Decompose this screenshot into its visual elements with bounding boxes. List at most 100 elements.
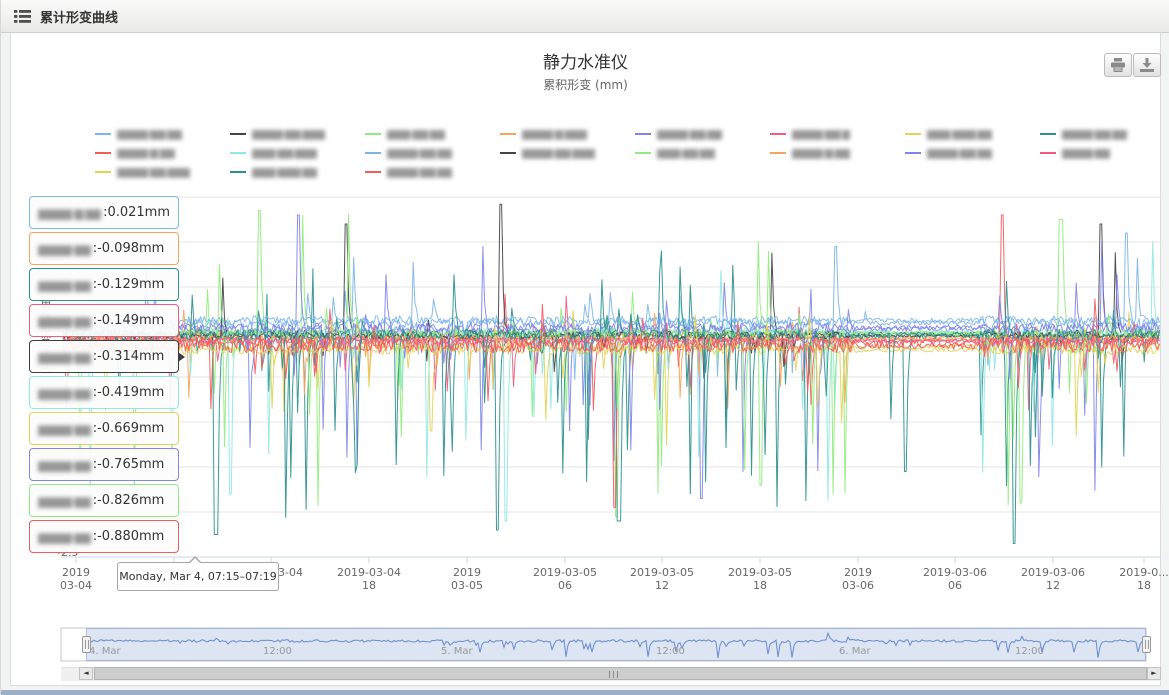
app-window: 累计形变曲线 静力水准仪 累积形变 (mm) ▆▆▆▆-▆▆ ▆▆▆▆▆▆-▆▆… [0, 0, 1169, 695]
legend-item[interactable]: ▆▆▆▆-▆ ▆▆ [770, 143, 905, 162]
x-axis-tick-label: 2019-03-0612 [1005, 566, 1101, 592]
download-chart-button[interactable] [1133, 53, 1161, 77]
legend-item[interactable]: ▆▆▆▆-▆▆ ▆▆▆ [230, 124, 365, 143]
x-axis-tick-label: 2019-03-0506 [517, 566, 613, 592]
legend-item[interactable]: ▆▆▆▆-▆▆ ▆▆ [1040, 124, 1169, 143]
legend-item[interactable]: ▆▆▆▆-▆▆ ▆▆ [365, 143, 500, 162]
printer-icon [1110, 58, 1126, 72]
tooltip-series-name-redacted: ▆▆▆▆-▆▆ [38, 314, 91, 328]
navigator-selected-range[interactable] [86, 628, 1146, 661]
legend-label-redacted: ▆▆▆▆-▆▆ ▆▆ [657, 127, 722, 140]
tooltip-date-box: Monday, Mar 4, 07:15–07:19 [117, 562, 279, 591]
legend-marker [365, 171, 381, 173]
x-axis-tick-label: 2019-03-0606 [907, 566, 1003, 592]
tooltip-series-name-redacted: ▆▆▆▆-▆▆ [38, 350, 91, 364]
tooltip-box: ▆▆▆▆-▆▆:-0.880mm [29, 520, 179, 553]
navigator-left-handle[interactable] [82, 636, 91, 653]
legend-marker [95, 133, 111, 135]
navigator-right-handle[interactable] [1142, 636, 1151, 653]
navigator-axis-label: 5. Mar [441, 646, 473, 657]
legend-label-redacted: ▆▆▆▆-▆▆ ▆▆ [387, 146, 452, 159]
x-axis-tick-label: 201903-04 [28, 566, 124, 592]
legend-item[interactable]: ▆▆▆-▆▆ ▆▆ [365, 124, 500, 143]
page-header: 累计形变曲线 [1, 0, 1169, 33]
footer-strip [1, 690, 1169, 695]
legend-marker [1040, 152, 1056, 154]
legend-item[interactable]: ▆▆▆▆-▆ ▆▆ [95, 143, 230, 162]
legend-label-redacted: ▆▆▆▆-▆▆ ▆▆ [387, 165, 452, 178]
legend-item[interactable]: ▆▆▆▆-▆▆ ▆▆▆ [95, 162, 230, 181]
legend-item[interactable]: ▆▆▆▆-▆▆ [1040, 143, 1169, 162]
legend-label-redacted: ▆▆▆-▆▆ ▆▆ [387, 127, 445, 140]
legend-marker [230, 171, 246, 173]
tooltip-series-name-redacted: ▆▆▆▆-▆▆ [38, 386, 91, 400]
legend-item[interactable]: ▆▆▆▆-▆▆ ▆ [770, 124, 905, 143]
legend-label-redacted: ▆▆▆-▆▆▆ ▆▆ [927, 127, 992, 140]
legend-label-redacted: ▆▆▆▆-▆ ▆▆ [792, 146, 850, 159]
legend-item[interactable]: ▆▆▆▆-▆▆ ▆▆ [365, 162, 500, 181]
x-axis-tick-label: 2019-03-0518 [712, 566, 808, 592]
legend-marker [770, 152, 786, 154]
legend-label-redacted: ▆▆▆▆-▆▆ ▆▆ [927, 146, 992, 159]
legend-label-redacted: ▆▆▆▆-▆▆ ▆▆▆ [252, 127, 325, 140]
legend-label-redacted: ▆▆▆▆-▆ ▆▆▆ [522, 127, 587, 140]
legend-label-redacted: ▆▆▆-▆▆▆ ▆▆ [252, 165, 317, 178]
tooltip-box: ▆▆▆▆-▆▆:-0.314mm [29, 340, 179, 373]
page-title: 累计形变曲线 [40, 7, 118, 26]
legend-item[interactable]: ▆▆▆-▆▆ ▆▆▆ [230, 143, 365, 162]
tooltip-series-name-redacted: ▆▆▆▆-▆▆ [38, 278, 91, 292]
legend-item[interactable]: ▆▆▆▆-▆▆ ▆▆ [905, 143, 1040, 162]
legend-label-redacted: ▆▆▆▆-▆▆ ▆▆ [117, 127, 182, 140]
tooltip-box: ▆▆▆▆-▆▆:-0.765mm [29, 448, 179, 481]
tooltip-value: :-0.098mm [93, 241, 165, 256]
tooltip-box: ▆▆▆▆-▆▆:-0.149mm [29, 304, 179, 337]
print-chart-button[interactable] [1104, 53, 1132, 77]
legend-marker [365, 152, 381, 154]
scrollbar-grip [609, 671, 618, 678]
tooltip-box: ▆▆▆▆-▆▆:-0.419mm [29, 376, 179, 409]
navigator-axis-label: 12:00 [1015, 646, 1044, 657]
x-axis-tick-label: 2019-03-0512 [614, 566, 710, 592]
legend-marker [365, 133, 381, 135]
scrollbar-thumb[interactable] [94, 667, 1147, 680]
tooltip-value: :0.021mm [103, 205, 170, 220]
legend-item[interactable]: ▆▆▆-▆▆ ▆▆ [635, 143, 770, 162]
scrollbar-left-arrow[interactable]: ◄ [79, 667, 93, 680]
legend-label-redacted: ▆▆▆-▆▆ ▆▆ [657, 146, 715, 159]
legend-item[interactable]: ▆▆▆-▆▆▆ ▆▆ [230, 162, 365, 181]
legend-item[interactable]: ▆▆▆▆-▆▆ ▆▆ [635, 124, 770, 143]
legend-marker [95, 171, 111, 173]
legend-marker [500, 152, 516, 154]
tooltip-value: :-0.149mm [93, 313, 165, 328]
list-icon [14, 9, 31, 24]
legend-label-redacted: ▆▆▆▆-▆▆ [1062, 146, 1110, 159]
tooltip-value: :-0.669mm [93, 421, 165, 436]
tooltip-box: ▆▆▆▆-▆▆:-0.129mm [29, 268, 179, 301]
main-plot-area[interactable] [61, 197, 1161, 557]
legend-label-redacted: ▆▆▆▆-▆▆ ▆▆▆ [522, 146, 595, 159]
tooltip-box: ▆▆▆▆-▆▆:-0.669mm [29, 412, 179, 445]
legend-marker [770, 133, 786, 135]
tooltip-series-name-redacted: ▆▆▆▆-▆▆ [38, 422, 91, 436]
x-axis-tick-label: 201903-05 [419, 566, 515, 592]
x-axis-tick-label: 2019-03-0418 [321, 566, 417, 592]
legend-marker [1040, 133, 1056, 135]
legend-item[interactable]: ▆▆▆▆-▆▆ ▆▆ [95, 124, 230, 143]
download-icon [1139, 58, 1155, 72]
chart-title: 静力水准仪 [1, 48, 1169, 73]
legend-marker [500, 133, 516, 135]
legend-marker [905, 152, 921, 154]
x-axis-tick-label: 2019-0...18 [1096, 566, 1169, 592]
tooltip-box: ▆▆▆▆-▆ ▆▆:0.021mm [29, 196, 179, 229]
legend-marker [635, 133, 651, 135]
legend-label-redacted: ▆▆▆▆-▆ ▆▆ [117, 146, 175, 159]
tooltip-value: :-0.765mm [93, 457, 165, 472]
legend-item[interactable]: ▆▆▆▆-▆▆ ▆▆▆ [500, 143, 635, 162]
tooltip-value: :-0.129mm [93, 277, 165, 292]
tooltip-date-label: Monday, Mar 4, 07:15–07:19 [119, 570, 277, 583]
legend-item[interactable]: ▆▆▆▆-▆ ▆▆▆ [500, 124, 635, 143]
scrollbar-right-arrow[interactable]: ► [1147, 667, 1161, 680]
x-axis-tick-label: 201903-06 [810, 566, 906, 592]
tooltip-series-name-redacted: ▆▆▆▆-▆▆ [38, 242, 91, 256]
legend-item[interactable]: ▆▆▆-▆▆▆ ▆▆ [905, 124, 1040, 143]
